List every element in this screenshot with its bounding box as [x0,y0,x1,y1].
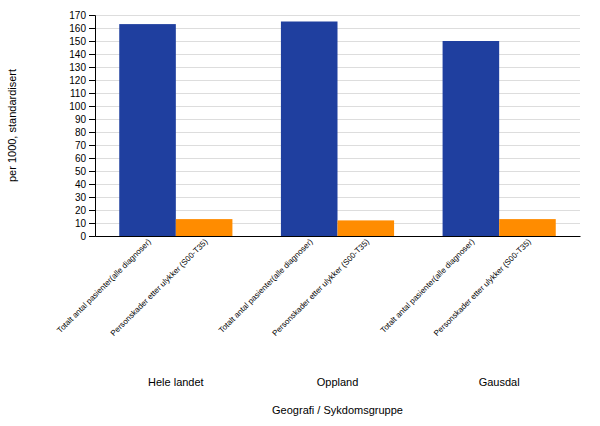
y-tick: 0 [80,231,95,242]
y-tick: 100 [69,101,95,112]
y-tick-mark [89,158,95,159]
bar [499,219,556,236]
y-tick-label: 20 [75,205,87,216]
y-tick: 20 [75,205,95,216]
y-tick-label: 80 [75,127,87,138]
y-tick-mark [89,171,95,172]
y-tick: 130 [69,62,95,73]
y-tick: 40 [75,179,95,190]
bar-tick: Totalt antal pasienter(alle diagnoser) [217,237,315,335]
grid-line [95,236,580,237]
group-tick: Hele landet [148,376,204,388]
y-tick-label: 50 [75,166,87,177]
y-axis-line [89,16,96,237]
y-tick: 10 [75,218,95,229]
grid [95,16,580,237]
y-tick-label: 160 [69,23,86,34]
y-tick-mark [89,210,95,211]
bar-tick-label: Totalt antal pasienter(alle diagnoser) [217,237,315,335]
y-tick-label: 60 [75,153,87,164]
y-tick-label: 120 [69,75,86,86]
y-tick-mark [89,236,95,237]
y-tick: 30 [75,192,95,203]
y-tick: 120 [69,75,95,86]
bar-label-axis: Totalt antal pasienter(alle diagnoser)Pe… [217,237,371,338]
bar-series [119,22,499,237]
y-tick-mark [89,93,95,94]
y-tick: 170 [69,10,95,21]
y-tick-label: 100 [69,101,86,112]
y-tick: 60 [75,153,95,164]
y-tick-mark [89,223,95,224]
y-tick: 150 [69,36,95,47]
y-tick-mark [89,15,95,16]
bar-tick-label: Personskader etter ulykker (S00-T35) [432,237,533,338]
y-tick: 50 [75,166,95,177]
group-label: Hele landet [148,376,204,388]
bar [338,220,395,236]
y-tick-mark [89,106,95,107]
y-tick: 70 [75,140,95,151]
y-tick: 110 [70,88,95,99]
bar-series [176,219,556,236]
y-tick-mark [89,119,95,120]
y-tick-label: 130 [69,62,86,73]
y-tick-mark [89,28,95,29]
y-tick: 90 [75,114,95,125]
y-tick-label: 30 [75,192,87,203]
group-label: Oppland [317,376,359,388]
y-tick: 160 [69,23,95,34]
bar-tick-label: Totalt antal pasienter(alle diagnoser) [55,237,153,335]
y-tick-mark [89,80,95,81]
bar-tick-label: Totalt antal pasienter(alle diagnoser) [379,237,477,335]
y-axis-title: per 1000, standardisert [6,69,18,182]
y-tick-label: 90 [75,114,87,125]
y-tick-mark [89,41,95,42]
bar [281,22,338,237]
bar [176,219,233,236]
y-tick: 140 [69,49,95,60]
y-tick-label: 110 [70,88,86,99]
y-tick-mark [89,132,95,133]
bar-tick: Personskader etter ulykker (S00-T35) [270,237,371,338]
group-label: Gausdal [479,376,520,388]
bar-tick: Personskader etter ulykker (S00-T35) [109,237,210,338]
y-tick-label: 70 [75,140,87,151]
y-tick-label: 170 [69,10,86,21]
chart-svg: 0 10 20 30 40 50 60 70 80 90 100 110 120 130 140 150 160… [0,0,600,426]
bar-label-axis: Totalt antal pasienter(alle diagnoser)Pe… [379,237,533,338]
bar [119,24,176,236]
bar-tick-label: Personskader etter ulykker (S00-T35) [109,237,210,338]
y-tick-mark [89,197,95,198]
y-tick-label: 0 [80,231,86,242]
group-tick: Gausdal [479,376,520,388]
y-tick: 80 [75,127,95,138]
y-tick-mark [89,67,95,68]
bar-label-axis: Totalt antal pasienter(alle diagnoser)Pe… [55,237,209,338]
grid-tick [95,15,580,16]
x-axis-title: Geografi / Sykdomsgruppe [272,404,403,416]
bars [119,22,556,237]
grid-line [95,15,580,16]
bar-tick: Totalt antal pasienter(alle diagnoser) [55,237,153,335]
y-tick-mark [89,54,95,55]
bar-tick: Personskader etter ulykker (S00-T35) [432,237,533,338]
bar-tick-label: Personskader etter ulykker (S00-T35) [270,237,371,338]
x-axis: Hele landet Oppland Gausdal [96,237,581,388]
y-tick-label: 140 [69,49,86,60]
bar [443,41,500,236]
plot: 0 10 20 30 40 50 60 70 80 90 100 110 120 130 140 150 160… [55,10,580,388]
bar-tick: Totalt antal pasienter(alle diagnoser) [379,237,477,335]
y-axis: 0 10 20 30 40 50 60 70 80 90 100 110 120 130 140 150 160… [69,10,95,242]
y-tick-label: 150 [69,36,86,47]
x-axis-line [96,236,581,237]
grid-tick [95,236,580,237]
group-tick: Oppland [317,376,359,388]
y-tick-label: 40 [75,179,87,190]
y-tick-label: 10 [75,218,87,229]
y-tick-mark [89,145,95,146]
y-tick-mark [89,184,95,185]
